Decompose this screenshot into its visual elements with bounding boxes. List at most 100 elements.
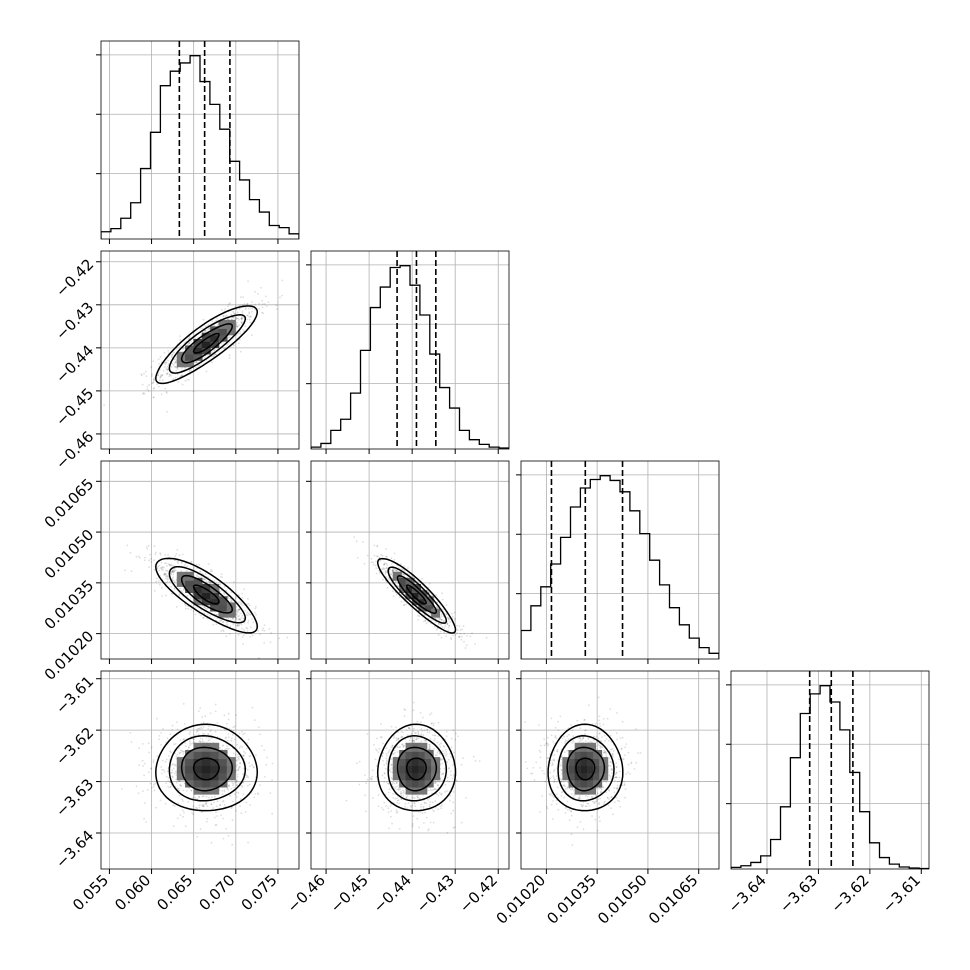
scatter-point [181, 374, 184, 377]
scatter-point [142, 765, 145, 767]
scatter-point [251, 307, 254, 310]
scatter-point [440, 637, 443, 639]
scatter-point [404, 709, 407, 711]
scatter-point [364, 774, 366, 776]
scatter-point [447, 626, 450, 629]
scatter-point [382, 568, 385, 570]
scatter-point [254, 309, 256, 311]
scatter-point [206, 607, 209, 610]
scatter-point [453, 751, 455, 754]
scatter-point [452, 826, 455, 829]
scatter-point [192, 813, 195, 816]
scatter-point [152, 396, 155, 398]
scatter-point [257, 292, 259, 295]
scatter-point [231, 600, 233, 603]
scatter-point [242, 733, 244, 736]
scatter-point [185, 607, 187, 610]
scatter-point [203, 612, 206, 615]
scatter-point [176, 366, 179, 369]
scatter-point [391, 569, 394, 572]
scatter-point [135, 785, 138, 788]
x-tick-label: −0.44 [370, 871, 415, 916]
scatter-point [446, 623, 449, 625]
scatter-point [447, 617, 450, 620]
scatter-point [241, 310, 244, 313]
scatter-point [416, 720, 419, 723]
scatter-point [235, 796, 238, 798]
scatter-point [246, 318, 248, 321]
scatter-point [250, 626, 252, 629]
scatter-point [135, 555, 138, 558]
scatter-point [213, 324, 216, 327]
scatter-point [474, 760, 477, 762]
contour-line [396, 575, 438, 614]
scatter-point [229, 600, 232, 603]
scatter-point [189, 597, 192, 599]
scatter-point [204, 357, 206, 359]
scatter-point [152, 396, 155, 399]
scatter-point [192, 738, 195, 741]
scatter-point [380, 723, 382, 725]
scatter-point [138, 764, 141, 766]
scatter-point [165, 361, 168, 364]
scatter-point [377, 805, 380, 807]
scatter-point [458, 625, 461, 627]
scatter-point [386, 587, 389, 589]
scatter-point [383, 563, 386, 566]
scatter-point [166, 574, 168, 577]
scatter-point [201, 740, 204, 743]
scatter-point [161, 595, 164, 597]
scatter-point [228, 727, 231, 730]
scatter-point [412, 709, 415, 712]
scatter-point [159, 355, 162, 358]
scatter-point [379, 559, 382, 562]
scatter-point [208, 580, 211, 583]
scatter-point [271, 812, 274, 815]
scatter-point [462, 625, 465, 627]
scatter-point [199, 614, 202, 617]
scatter-point [201, 716, 204, 718]
scatter-point [263, 629, 266, 632]
scatter-point [356, 556, 359, 559]
scatter-point [234, 624, 237, 627]
scatter-point [373, 743, 375, 746]
scatter-point [212, 355, 215, 358]
scatter-point [174, 362, 176, 364]
scatter-point [202, 612, 205, 614]
density-block [201, 345, 211, 355]
scatter-point [165, 782, 168, 785]
scatter-point [182, 789, 185, 792]
scatter-point [247, 841, 250, 844]
scatter-point [181, 809, 184, 812]
scatter-point [198, 804, 201, 807]
scatter-point [173, 588, 176, 590]
scatter-point [242, 604, 244, 606]
scatter-point [271, 762, 274, 765]
scatter-point [188, 342, 191, 345]
scatter-point [244, 306, 247, 309]
scatter-point [179, 587, 181, 590]
scatter-point [143, 818, 146, 820]
scatter-point [169, 781, 172, 784]
scatter-point [425, 622, 428, 625]
scatter-point [178, 594, 181, 596]
scatter-point [205, 325, 207, 328]
scatter-point [225, 736, 227, 739]
scatter-point [157, 358, 160, 361]
scatter-point [240, 321, 243, 324]
scatter-point [171, 570, 174, 573]
scatter-point [440, 613, 443, 616]
scatter-point [234, 318, 237, 320]
scatter-point [165, 373, 168, 375]
scatter-point [179, 339, 182, 341]
panel-frame [100, 250, 300, 450]
scatter-point [174, 357, 177, 360]
scatter-point [244, 325, 247, 328]
scatter-point [389, 568, 391, 571]
scatter-point [152, 785, 155, 788]
scatter-point [153, 387, 156, 389]
scatter-point [158, 379, 161, 382]
scatter-point [396, 570, 398, 572]
scatter-point [429, 713, 431, 716]
x-tick-label: −0.42 [456, 871, 501, 916]
